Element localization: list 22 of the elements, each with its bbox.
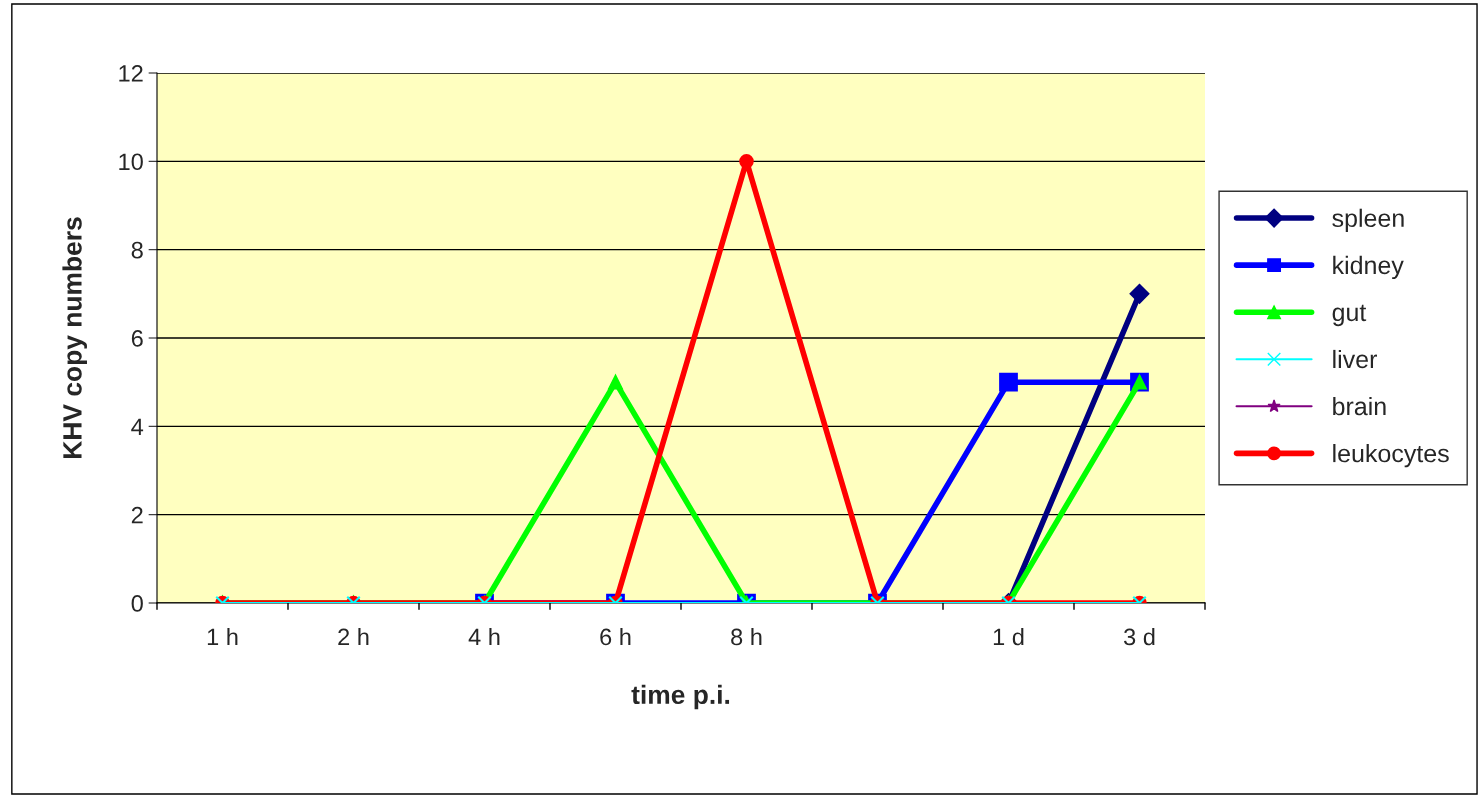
legend-label: kidney: [1333, 255, 1404, 280]
legend-label: leukocytes: [1333, 443, 1449, 468]
legend-label: liver: [1333, 349, 1377, 369]
legend-label: gut: [1332, 304, 1367, 327]
x-tick-label: 2 h: [338, 628, 369, 646]
x-tick-label: 6 h: [600, 628, 631, 646]
legend-label: brain: [1333, 396, 1386, 416]
y-tick-label: 6: [131, 330, 143, 347]
legend-label: spleen: [1332, 208, 1404, 233]
x-tick-label: 8 h: [731, 628, 762, 646]
y-tick-label: 12: [119, 65, 143, 82]
y-axis-title: KHV copy numbers: [62, 217, 87, 458]
y-tick-label: 2: [131, 506, 143, 524]
x-tick-label: 1 h: [207, 628, 238, 646]
x-tick-label: 4 h: [468, 628, 500, 646]
y-tick-label: 8: [131, 241, 143, 259]
y-tick-label: 4: [131, 418, 144, 435]
x-tick-label: 1 d: [993, 628, 1024, 646]
y-tick-label: 0: [131, 595, 143, 612]
x-tick-label: 3 d: [1123, 628, 1155, 646]
y-tick-label: 10: [119, 153, 143, 171]
x-axis-title: time p.i.: [631, 684, 730, 710]
